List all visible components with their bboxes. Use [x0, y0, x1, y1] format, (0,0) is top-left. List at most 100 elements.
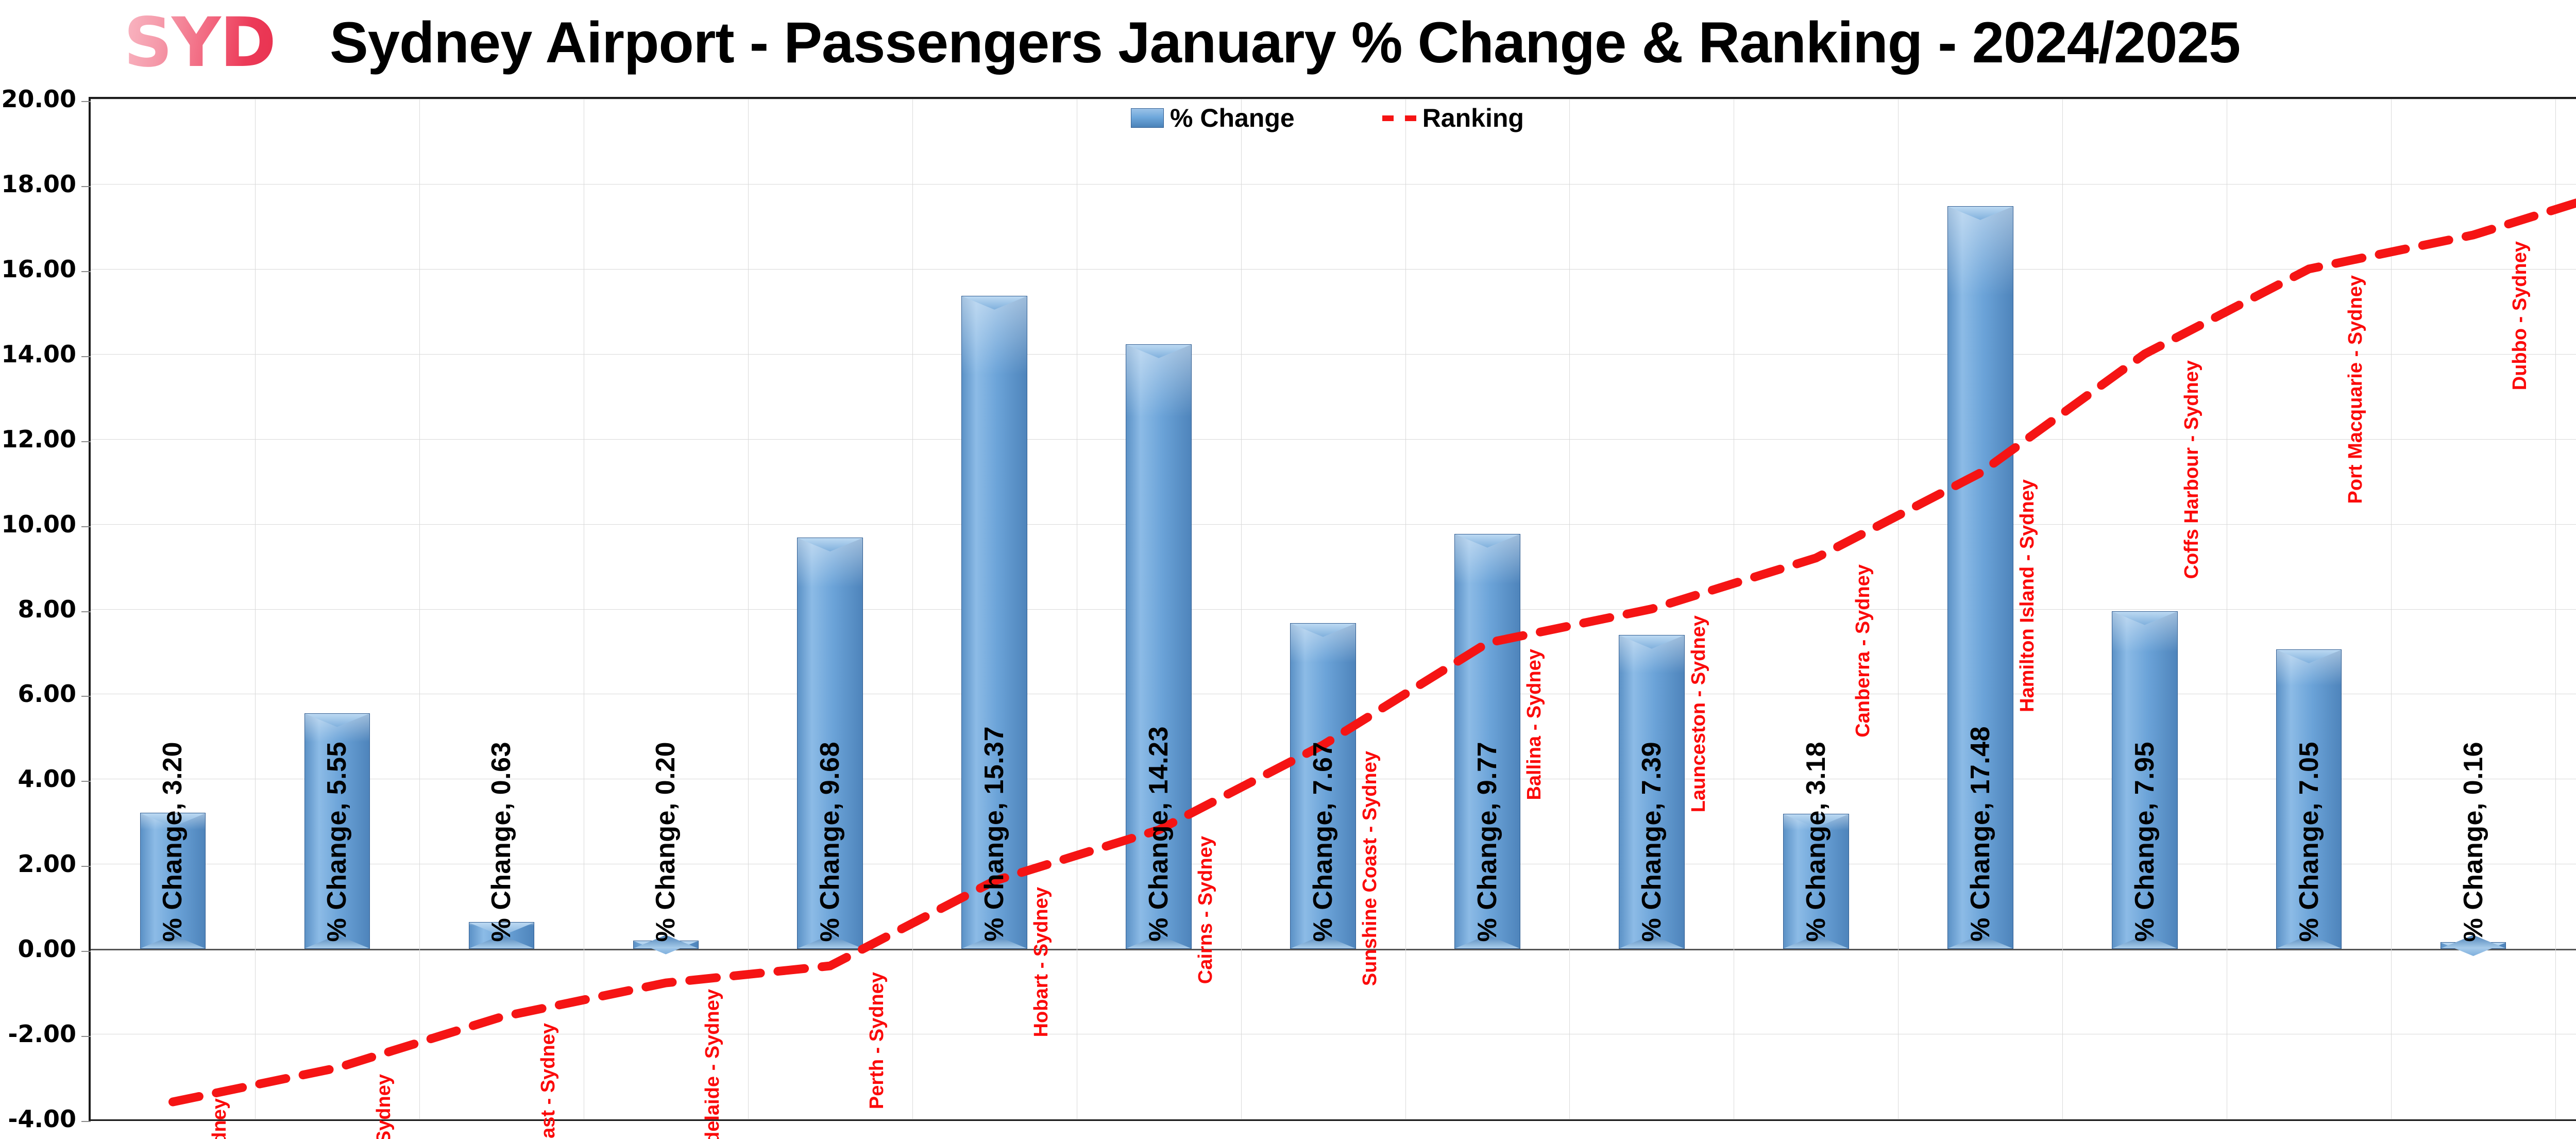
bar-dubbo-sydney[interactable]	[2440, 942, 2506, 949]
y-axis-left-tick	[81, 1036, 91, 1037]
y-axis-left-tick-label: 20.00	[1, 85, 76, 113]
gridline-vertical	[1241, 99, 1242, 1119]
y-axis-left-tick-label: 10.00	[1, 510, 76, 538]
bar-perth-sydney[interactable]	[797, 537, 863, 949]
gridline-horizontal	[91, 439, 2576, 440]
route-label: Launceston - Sydney	[1687, 615, 1709, 812]
bar-data-label: % Change, 14.23	[1144, 726, 1174, 942]
zero-baseline	[91, 949, 2576, 951]
bar-melbourne-sydney[interactable]	[140, 813, 206, 949]
route-label: Coffs Harbour - Sydney	[2180, 360, 2202, 579]
y-axis-left-tick	[81, 951, 91, 952]
y-axis-left: 20.00 18.00 16.00 14.00 12.00 10.00 8.00 6.00 4.…	[0, 85, 82, 1133]
gridline-horizontal	[91, 183, 2576, 185]
y-axis-left-tick	[81, 356, 91, 357]
bar-data-label: % Change, 3.18	[1801, 741, 1831, 942]
route-label: Melbourne - Sydney	[209, 1098, 231, 1139]
y-axis-left-tick-label: -4.00	[8, 1105, 76, 1133]
y-axis-left-tick-label: 0.00	[18, 935, 77, 963]
y-axis-left-tick-label: 18.00	[1, 170, 76, 198]
gridline-vertical	[1405, 99, 1406, 1119]
bar-data-label: % Change, 9.68	[815, 741, 845, 942]
y-axis-left-tick-label: -2.00	[8, 1020, 76, 1048]
y-axis-left-tick-label: 2.00	[18, 850, 77, 878]
y-axis-left-tick	[81, 866, 91, 867]
y-axis-left-tick-label: 14.00	[1, 340, 76, 368]
bar-hamilton-island-sydney[interactable]	[1947, 206, 2013, 949]
bar-data-label: % Change, 0.63	[486, 741, 517, 942]
bar-data-label: % Change, 7.39	[1636, 741, 1667, 942]
bar-data-label: % Change, 9.77	[1472, 741, 1502, 942]
chart-header: SYD Sydney Airport - Passengers January …	[0, 0, 2576, 87]
y-axis-left-tick	[81, 186, 91, 187]
gridline-vertical	[2062, 99, 2063, 1119]
gridline-horizontal	[91, 609, 2576, 610]
bar-coffs-harbour-sydney[interactable]	[2111, 611, 2178, 949]
bar-data-label: % Change, 0.16	[2458, 741, 2488, 942]
gridline-horizontal	[91, 524, 2576, 525]
y-axis-left-tick	[81, 611, 91, 612]
gridline-vertical	[2391, 99, 2392, 1119]
bar-ballina-sydney[interactable]	[1454, 533, 1520, 949]
gridline-vertical	[2555, 99, 2556, 1119]
plot-area: % Change, 3.20 Melbourne - Sydney % Change…	[81, 97, 2576, 1139]
bar-port-macquarie-sydney[interactable]	[2276, 649, 2342, 949]
route-label: Port Macquarie - Sydney	[2345, 275, 2367, 504]
bar-cairns-sydney[interactable]	[1126, 344, 1192, 949]
y-axis-left-tick-label: 12.00	[1, 425, 76, 453]
bar-data-label: % Change, 17.48	[1965, 726, 1995, 942]
y-axis-left-tick	[81, 101, 91, 102]
bar-data-label: % Change, 5.55	[322, 741, 352, 942]
airport-code-logo: SYD	[124, 3, 276, 82]
legend-dashed-line-icon	[1382, 115, 1416, 121]
y-axis-left-tick	[81, 271, 91, 272]
bar-sunshine-coast-sydney[interactable]	[1290, 623, 1356, 949]
bar-canberra-sydney[interactable]	[1783, 813, 1849, 949]
gridline-vertical	[1569, 99, 1570, 1119]
bar-data-label: % Change, 7.95	[2129, 741, 2160, 942]
legend-label-pct-change: % Change	[1170, 104, 1295, 132]
route-label: Hobart - Sydney	[1030, 887, 1052, 1037]
bar-adelaide-sydney[interactable]	[633, 940, 699, 949]
y-axis-left-tick	[81, 526, 91, 527]
gridline-vertical	[748, 99, 749, 1119]
gridline-vertical	[255, 99, 256, 1119]
y-axis-left-tick-label: 6.00	[18, 680, 77, 708]
bar-hobart-sydney[interactable]	[961, 295, 1027, 949]
route-label: Brisbane - Sydney	[373, 1074, 395, 1139]
bar-data-label: % Change, 7.67	[1308, 741, 1338, 942]
bar-brisbane-sydney[interactable]	[304, 713, 370, 949]
gridline-horizontal	[91, 354, 2576, 355]
route-label: Gold Coast - Sydney	[537, 1023, 560, 1139]
page-title: Sydney Airport - Passengers January % Ch…	[330, 10, 2241, 75]
legend-label-ranking: Ranking	[1422, 104, 1524, 132]
y-axis-left-tick-label: 4.00	[18, 765, 77, 793]
gridline-horizontal	[91, 269, 2576, 270]
legend-item-ranking[interactable]: Ranking	[1382, 103, 1524, 133]
legend-item-pct-change[interactable]: % Change	[1131, 103, 1295, 133]
y-axis-left-tick	[81, 441, 91, 442]
route-label: Cairns - Sydney	[1194, 836, 1216, 984]
route-label: Adelaide - Sydney	[702, 989, 724, 1139]
y-axis-left-tick-label: 16.00	[1, 255, 76, 283]
y-axis-left-tick	[81, 781, 91, 782]
route-label: Hamilton Island - Sydney	[2016, 479, 2038, 712]
y-axis-left-tick	[81, 696, 91, 697]
legend-bar-swatch-icon	[1131, 108, 1164, 128]
bar-launceston-sydney[interactable]	[1619, 634, 1685, 949]
gridline-vertical	[419, 99, 420, 1119]
route-label: Sunshine Coast - Sydney	[1359, 751, 1381, 986]
bar-gold-coast-sydney[interactable]	[468, 922, 535, 949]
ranking-line	[168, 198, 2576, 1107]
bar-data-label: % Change, 15.37	[979, 726, 1010, 942]
bar-data-label: % Change, 3.20	[158, 741, 188, 942]
y-axis-left-tick-label: 8.00	[18, 595, 77, 623]
gridline-vertical	[912, 99, 913, 1119]
y-axis-left-tick	[81, 1121, 91, 1122]
route-label: Dubbo - Sydney	[2509, 241, 2531, 391]
gridline-vertical	[1898, 99, 1899, 1119]
bar-data-label: % Change, 7.05	[2294, 741, 2324, 942]
chart-legend: % Change Ranking	[1131, 103, 1524, 133]
route-label: Ballina - Sydney	[1523, 649, 1545, 800]
